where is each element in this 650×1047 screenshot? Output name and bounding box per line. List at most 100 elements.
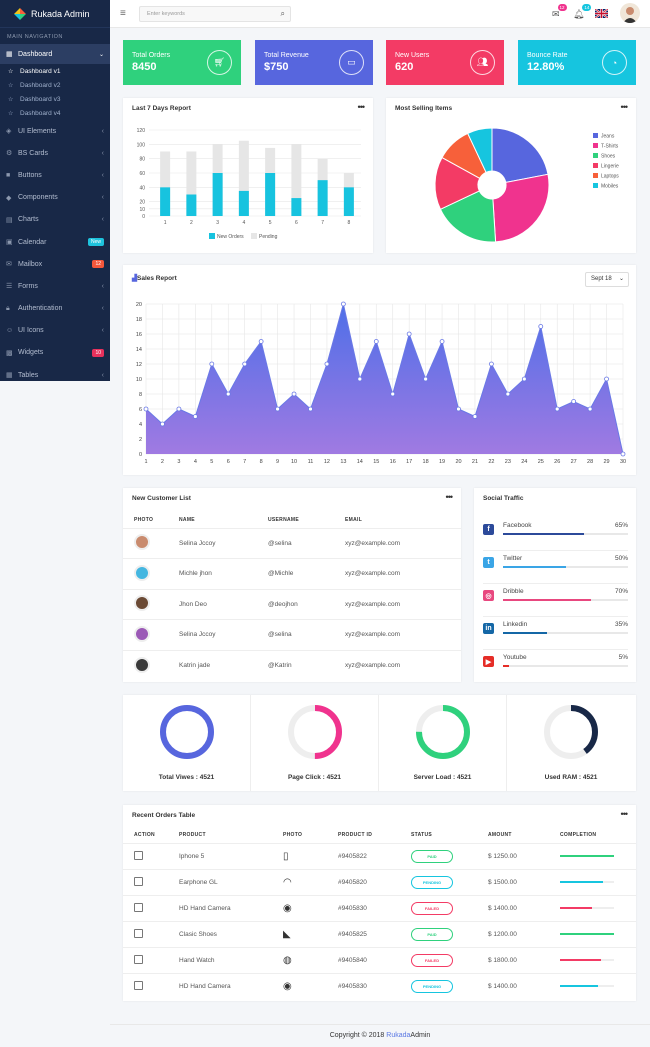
- sidebar-item-label: Calendar: [18, 238, 47, 246]
- sidebar-item-mailbox[interactable]: ✉ Mailbox 12: [0, 253, 110, 275]
- column-header: PRODUCT ID: [338, 831, 373, 838]
- x-tick-label: 4: [194, 459, 197, 465]
- completion-cell: [560, 894, 636, 921]
- sidebar-item-bs-cards[interactable]: ⚙ BS Cards ‹: [0, 142, 110, 164]
- sidebar-item-ui-elements[interactable]: ◈ UI Elements ‹: [0, 120, 110, 142]
- y-tick-label: 16: [136, 332, 142, 338]
- dashboard-icon: ▦: [6, 51, 13, 58]
- row-checkbox[interactable]: [134, 902, 143, 912]
- product-name: Iphone 5: [179, 842, 283, 869]
- row-checkbox[interactable]: [134, 954, 143, 964]
- table-row[interactable]: Katrin jade @Katrin xyz@example.com: [123, 649, 461, 681]
- data-point: [423, 376, 429, 382]
- customer-email: xyz@example.com: [345, 558, 461, 589]
- data-point: [554, 406, 560, 412]
- row-checkbox[interactable]: [134, 928, 143, 938]
- avatar: [134, 534, 150, 551]
- submenu-item[interactable]: ☆ Dashboard v2: [0, 78, 110, 92]
- x-tick-label: 20: [455, 459, 461, 465]
- sidebar-item-calendar[interactable]: ▣ Calendar New: [0, 231, 110, 253]
- search-icon[interactable]: ⌕: [280, 9, 285, 18]
- month-select[interactable]: Sept 18 ⌄: [585, 272, 629, 287]
- x-tick-label: 3: [177, 459, 180, 465]
- nav-heading: MAIN NAVIGATION: [7, 34, 63, 40]
- table-row[interactable]: Clasic Shoes ◣ #9405825 PAID $ 1200.00: [123, 920, 636, 947]
- table-row[interactable]: Earphone GL ◠ #9405820 PENDING $ 1500.00: [123, 868, 636, 895]
- sidebar-item-buttons[interactable]: ■ Buttons ‹: [0, 164, 110, 186]
- stat-card-new-users[interactable]: New Users 620 👥︎: [386, 40, 504, 85]
- more-icon[interactable]: •••: [620, 102, 629, 112]
- x-tick-label: 25: [538, 459, 544, 465]
- row-checkbox[interactable]: [134, 876, 143, 886]
- mail-icon[interactable]: ✉ 12: [552, 4, 567, 19]
- submenu-item[interactable]: ☆ Dashboard v4: [0, 106, 110, 120]
- social-row-twitter[interactable]: t Twitter 50%: [483, 551, 628, 584]
- social-row-youtube[interactable]: ▶ Youtube 5%: [483, 650, 628, 683]
- row-checkbox[interactable]: [134, 850, 143, 860]
- x-tick-label: 21: [472, 459, 478, 465]
- table-row[interactable]: Selina Jccoy @selina xyz@example.com: [123, 619, 461, 650]
- action-cell: [123, 946, 179, 973]
- bar-pending: [160, 151, 171, 216]
- smile-icon: ☺: [6, 327, 14, 335]
- table-row[interactable]: HD Hand Camera ◉ #9405830 FAILED $ 1400.00: [123, 894, 636, 921]
- table-row[interactable]: Jhon Deo @deojhon xyz@example.com: [123, 588, 461, 620]
- pie-slice: [492, 173, 550, 243]
- table-row[interactable]: Hand Watch ◍ #9405840 FAILED $ 1800.00: [123, 946, 636, 973]
- bell-icon[interactable]: 🔔︎ 14: [573, 4, 592, 19]
- data-point: [456, 406, 461, 412]
- sidebar-item-widgets[interactable]: ▩ Widgets 10: [0, 342, 110, 364]
- x-tick-label: 3: [216, 220, 219, 226]
- submenu-item[interactable]: ☆ Dashboard v1: [0, 64, 110, 78]
- stat-card-total-orders[interactable]: Total Orders 8450 🛒︎: [123, 40, 241, 85]
- customer-username: @selina: [268, 527, 345, 559]
- donut-label: Used RAM : 4521: [544, 774, 598, 781]
- star-icon: ☆: [8, 82, 14, 89]
- table-row[interactable]: Selina Jccoy @selina xyz@example.com: [123, 527, 461, 559]
- logo[interactable]: Rukada Admin: [0, 0, 110, 28]
- donut-arc: [544, 705, 598, 759]
- social-row-linkedin[interactable]: in Linkedin 35%: [483, 617, 628, 650]
- more-icon[interactable]: •••: [357, 102, 366, 112]
- progress-fill: [560, 985, 598, 988]
- search-input[interactable]: Enter keywords ⌕: [139, 6, 291, 22]
- stat-card-bounce-rate[interactable]: Bounce Rate 12.80% ◔: [518, 40, 636, 85]
- row-checkbox[interactable]: [134, 980, 143, 990]
- stat-value: $750: [264, 61, 289, 73]
- table-row[interactable]: Michle jhon @Michle xyz@example.com: [123, 558, 461, 589]
- sidebar-item-label: Mailbox: [18, 260, 43, 268]
- more-icon[interactable]: •••: [445, 492, 454, 502]
- status-badge: PENDING: [411, 979, 453, 993]
- x-tick-label: 7: [321, 220, 324, 226]
- social-row-dribble[interactable]: ◎ Dribble 70%: [483, 584, 628, 617]
- sidebar-item-charts[interactable]: ▤ Charts ‹: [0, 209, 110, 231]
- uk-flag-icon[interactable]: [595, 9, 608, 18]
- more-icon[interactable]: •••: [620, 809, 629, 819]
- avatar: [134, 595, 150, 612]
- sidebar-item-dashboard[interactable]: ▦ Dashboard ⌄: [0, 44, 110, 64]
- y-tick-label: 6: [139, 407, 142, 413]
- column-header: PHOTO: [134, 516, 154, 523]
- table-row[interactable]: HD Hand Camera ◉ #9405830 PENDING $ 1400.00: [123, 972, 636, 999]
- photo-cell: ◣: [283, 920, 338, 947]
- data-point: [340, 301, 346, 307]
- table-row[interactable]: Iphone 5 ▯ #9405822 PAID $ 1250.00: [123, 842, 636, 869]
- sidebar-item-ui-icons[interactable]: ☺ UI Icons ‹: [0, 320, 110, 342]
- table-icon: ▦: [6, 372, 13, 380]
- social-percent: 50%: [614, 555, 628, 562]
- submenu-item[interactable]: ☆ Dashboard v3: [0, 92, 110, 106]
- sidebar-item-forms[interactable]: ☰ Forms ‹: [0, 275, 110, 297]
- shoe-icon: ◣: [283, 928, 291, 940]
- customer-name: Michle jhon: [179, 558, 268, 589]
- sidebar-item-label: Forms: [18, 282, 38, 290]
- y-tick-label: 20: [139, 200, 145, 206]
- sidebar-item-tables[interactable]: ▦ Tables ‹: [0, 364, 110, 386]
- social-row-facebook[interactable]: f Facebook 65%: [483, 518, 628, 551]
- sidebar-item-authentication[interactable]: 🔒︎ Authentication ‹: [0, 298, 110, 320]
- user-avatar[interactable]: [620, 3, 640, 23]
- menu-toggle-icon[interactable]: ≡: [120, 8, 126, 19]
- sidebar-item-components[interactable]: ◆ Components ‹: [0, 187, 110, 209]
- stat-card-total-revenue[interactable]: Total Revenue $750 ▭: [255, 40, 373, 85]
- data-point: [406, 331, 412, 337]
- footer-brand[interactable]: Rukada: [386, 1032, 411, 1039]
